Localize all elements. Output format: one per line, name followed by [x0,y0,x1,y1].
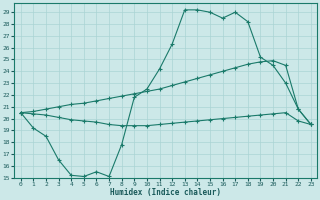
X-axis label: Humidex (Indice chaleur): Humidex (Indice chaleur) [110,188,221,197]
